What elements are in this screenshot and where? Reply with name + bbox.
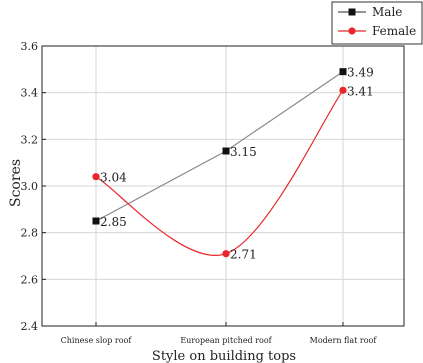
x-tick-label: Chinese slop roof <box>61 336 133 345</box>
series-line-male <box>95 71 344 222</box>
data-label-male: 2.85 <box>100 215 127 229</box>
point-female <box>92 173 100 181</box>
legend-label-female: Female <box>372 24 416 38</box>
data-label-female: 2.71 <box>230 248 257 262</box>
x-axis-title: Style on building tops <box>152 349 296 363</box>
data-labels: 2.85 3.15 3.49 3.04 2.71 3.41 <box>100 66 374 262</box>
point-female <box>222 250 230 258</box>
data-label-female: 3.04 <box>100 171 127 185</box>
y-tick-label: 3.4 <box>21 87 39 100</box>
point-male <box>92 217 100 225</box>
data-label-male: 3.49 <box>347 66 374 80</box>
point-male <box>339 68 347 76</box>
y-tick-label: 2.6 <box>21 273 39 286</box>
legend: Male Female <box>331 1 423 45</box>
legend-marker-male <box>348 8 356 16</box>
data-label-female: 3.41 <box>347 84 374 98</box>
series-line-female <box>95 89 344 256</box>
x-tick-label: European pitched roof <box>180 336 272 345</box>
y-axis: 2.4 2.6 2.8 3.0 3.2 3.4 3.6 <box>21 40 46 333</box>
y-axis-title: Scores <box>8 159 24 207</box>
legend-marker-female <box>348 27 356 35</box>
point-male <box>222 147 230 155</box>
y-tick-label: 2.8 <box>21 227 39 240</box>
y-tick-label: 3.0 <box>21 180 39 193</box>
legend-label-male: Male <box>372 5 402 19</box>
legend-box <box>331 1 423 45</box>
data-label-male: 3.15 <box>230 145 257 159</box>
x-tick-label: Modern flat roof <box>310 336 378 345</box>
y-tick-label: 2.4 <box>21 320 39 333</box>
series <box>92 68 347 258</box>
y-tick-label: 3.6 <box>21 40 39 53</box>
point-female <box>339 86 347 94</box>
y-tick-label: 3.2 <box>21 133 39 146</box>
x-axis: Chinese slop roof European pitched roof Mo… <box>61 322 378 345</box>
